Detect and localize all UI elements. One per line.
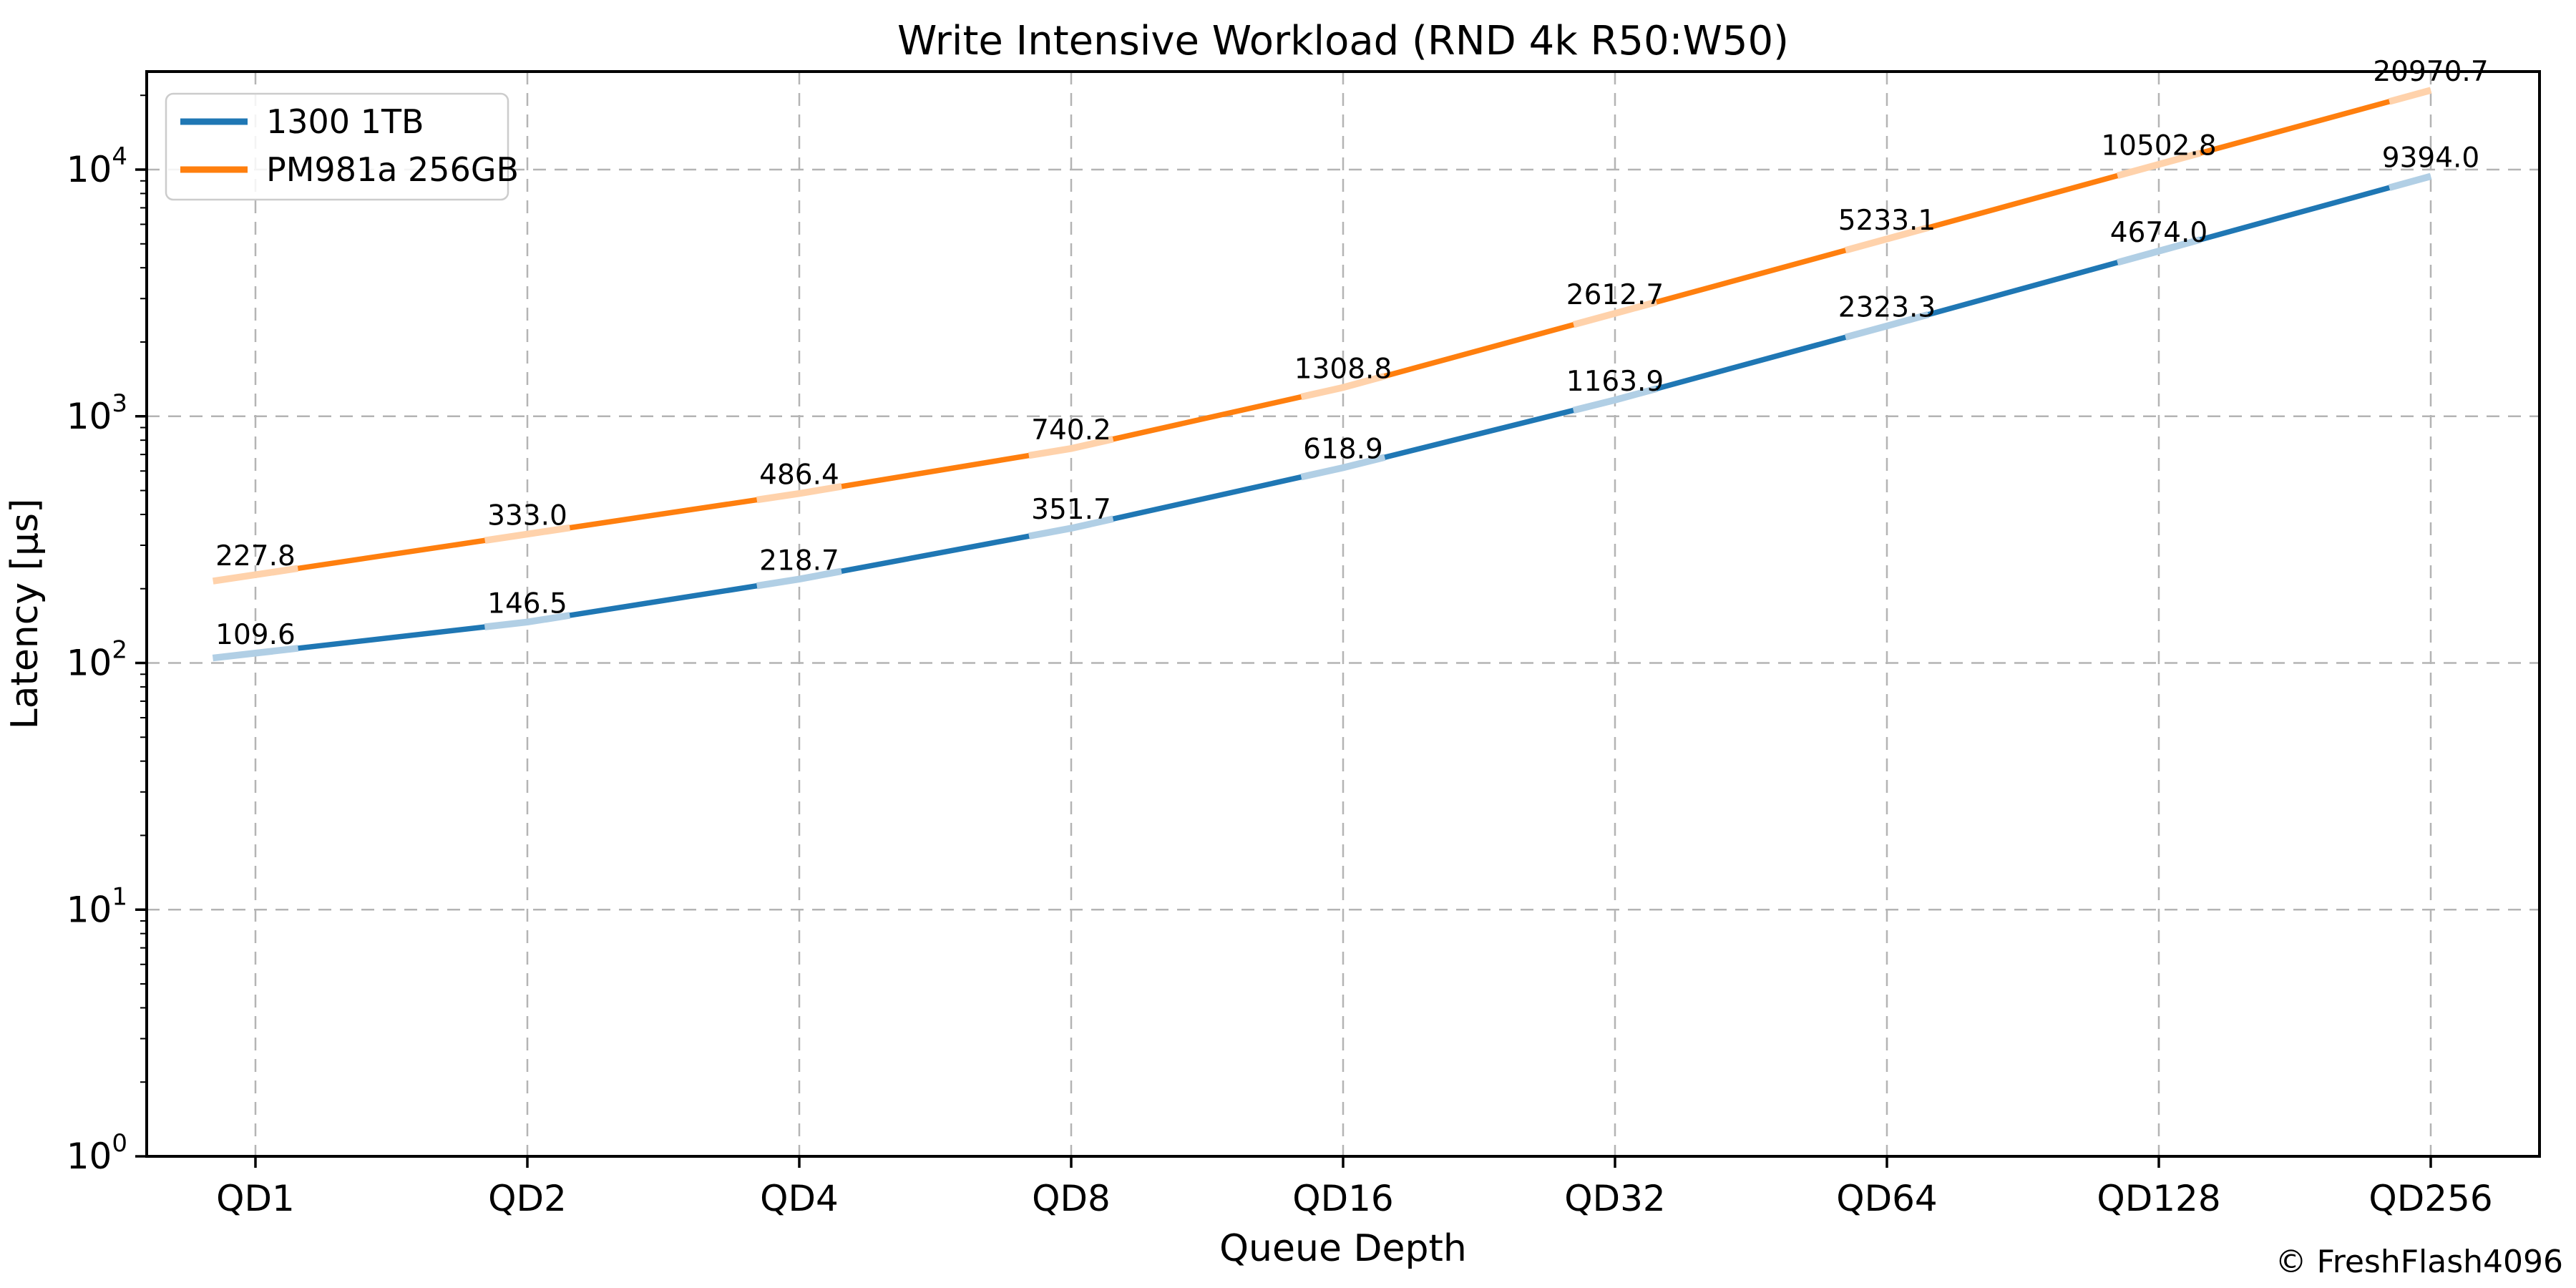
y-tick-label: 100 <box>67 1129 127 1177</box>
point-highlight <box>1844 224 1930 254</box>
point-label: 351.7 <box>1031 494 1111 526</box>
point-label: 2612.7 <box>1566 279 1664 311</box>
point-highlight <box>2388 172 2432 191</box>
x-axis-label: Queue Depth <box>1219 1227 1467 1270</box>
point-highlight <box>1028 436 1114 459</box>
grid-lines <box>147 72 2540 1156</box>
point-highlight <box>1300 454 1386 481</box>
legend: 1300 1TB PM981a 256GB <box>165 92 519 201</box>
point-highlight <box>1844 311 1930 341</box>
x-tick-label: QD8 <box>1032 1178 1111 1219</box>
point-label: 109.6 <box>215 619 296 651</box>
point-highlight <box>484 612 571 630</box>
point-highlight <box>212 645 299 662</box>
data-point-labels: 109.6 146.5 218.7 351.7 618.9 1163.9 2323.3 467… <box>215 56 2488 651</box>
point-highlight <box>2116 236 2202 266</box>
legend-label-series2: PM981a 256GB <box>266 150 519 189</box>
point-highlight <box>756 483 842 504</box>
point-label: 10502.8 <box>2101 130 2216 162</box>
point-label: 740.2 <box>1031 414 1111 447</box>
x-tick-label: QD256 <box>2368 1178 2492 1219</box>
point-label: 9394.0 <box>2382 142 2479 174</box>
y-tick-label: 102 <box>67 636 127 684</box>
point-highlight <box>212 565 299 585</box>
x-tick-label: QD64 <box>1836 1178 1937 1219</box>
y-axis-label: Latency [µs] <box>4 499 47 730</box>
x-tick-label: QD2 <box>488 1178 567 1219</box>
point-highlight <box>484 524 571 544</box>
y-tick-label: 103 <box>67 389 127 437</box>
point-label: 146.5 <box>487 587 567 620</box>
point-label: 486.4 <box>759 459 839 492</box>
point-label: 218.7 <box>759 545 839 577</box>
point-label: 227.8 <box>215 540 296 572</box>
point-label: 2323.3 <box>1838 292 1936 324</box>
point-highlight <box>2116 150 2202 180</box>
axis-tick-labels: QD1 QD2 QD4 QD8 QD16 QD32 QD64 QD128 QD256 100 101… <box>67 142 2493 1219</box>
point-label: 5233.1 <box>1838 205 1936 237</box>
y-tick-label: 101 <box>67 882 127 930</box>
chart-title: Write Intensive Workload (RND 4k R50:W50… <box>897 18 1789 64</box>
point-label: 1308.8 <box>1294 353 1392 385</box>
point-label: 1163.9 <box>1566 366 1664 398</box>
x-tick-label: QD1 <box>216 1178 295 1219</box>
x-tick-label: QD32 <box>1564 1178 1665 1219</box>
point-highlight <box>1028 515 1114 540</box>
point-label: 333.0 <box>487 499 567 532</box>
point-highlight <box>2388 87 2432 105</box>
axis-ticks <box>135 94 2432 1168</box>
x-tick-label: QD16 <box>1292 1178 1393 1219</box>
point-highlight <box>1572 385 1658 414</box>
point-highlight <box>1572 298 1658 328</box>
y-tick-label: 104 <box>67 142 127 190</box>
point-label: 618.9 <box>1303 434 1383 466</box>
watermark: © FreshFlash4096 <box>2275 1244 2563 1280</box>
data-series <box>212 87 2432 662</box>
point-highlight <box>756 567 842 590</box>
x-tick-label: QD4 <box>760 1178 839 1219</box>
legend-label-series1: 1300 1TB <box>266 102 424 141</box>
point-highlight <box>1300 373 1386 401</box>
legend-box <box>165 92 509 201</box>
x-tick-label: QD128 <box>2097 1178 2220 1219</box>
point-label: 4674.0 <box>2110 217 2207 249</box>
